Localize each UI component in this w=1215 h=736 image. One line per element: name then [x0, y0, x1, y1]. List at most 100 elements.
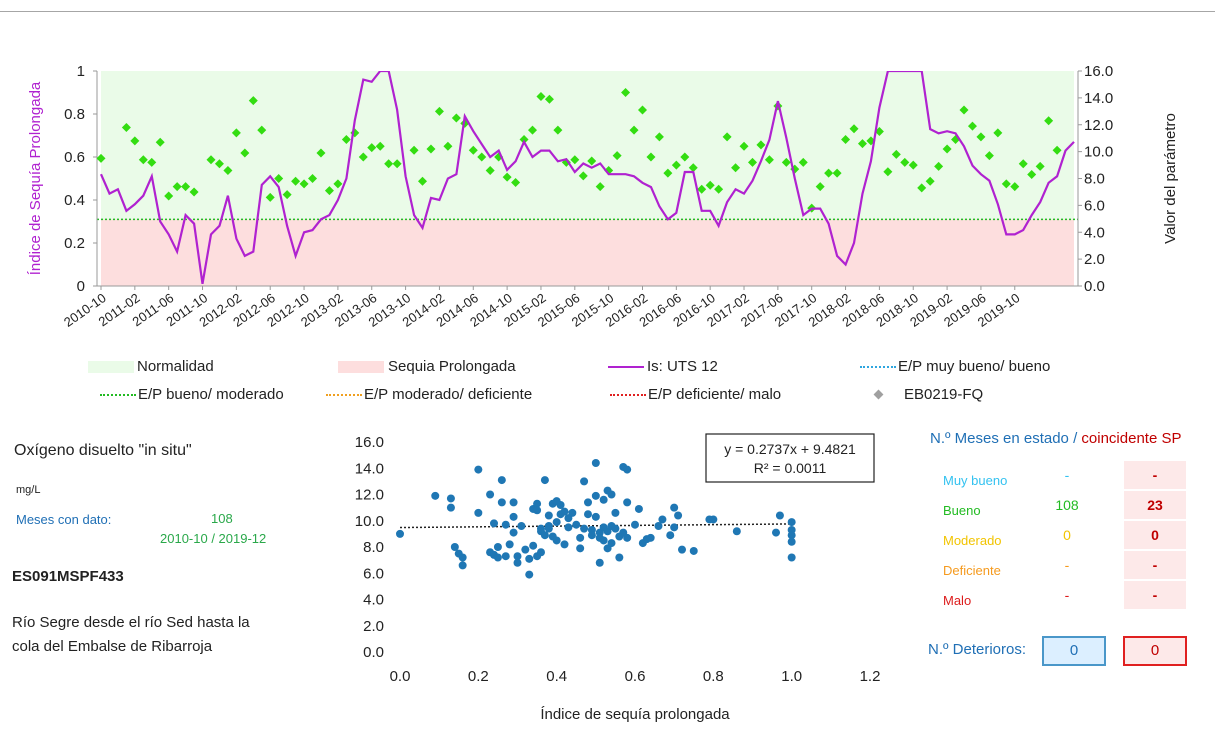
station-data-point	[976, 132, 986, 142]
station-data-point	[451, 113, 461, 123]
scatter-x-tick-label: 1.0	[781, 668, 802, 685]
months-value: 108	[211, 511, 233, 526]
scatter-y-tick-label: 10.0	[355, 513, 384, 530]
station-data-point	[587, 156, 597, 166]
scatter-point	[513, 558, 522, 567]
station-data-point	[934, 161, 944, 171]
scatter-point	[607, 490, 616, 499]
status-title-coincident: coincidente SP	[1081, 430, 1182, 447]
scatter-y-tick-label: 4.0	[363, 592, 384, 609]
y-right-tick-label: 2.0	[1084, 251, 1105, 268]
scatter-y-tick-label: 6.0	[363, 565, 384, 582]
station-data-point	[308, 174, 318, 183]
scatter-point	[568, 508, 577, 517]
station-data-point	[536, 92, 546, 102]
scatter-point	[458, 561, 467, 570]
legend-station-label: EB0219-FQ	[904, 386, 984, 403]
legend-deficiente-label: E/P deficiente/ malo	[648, 386, 782, 403]
status-row-label: Muy bueno	[943, 473, 1008, 488]
station-data-point	[993, 128, 1003, 138]
station-data-point	[841, 135, 851, 145]
station-data-point	[731, 163, 741, 173]
station-data-point	[223, 165, 233, 175]
scatter-point	[486, 490, 495, 499]
station-data-point	[502, 172, 512, 182]
scatter-point	[474, 465, 483, 474]
scatter-point	[474, 508, 483, 517]
station-data-point	[857, 139, 867, 149]
scatter-point	[623, 465, 632, 474]
scatter-point	[587, 531, 596, 540]
scatter-point	[544, 511, 553, 520]
y-right-tick-label: 12.0	[1084, 117, 1113, 134]
station-data-point	[147, 157, 157, 167]
deterioros-label: N.º Deterioros:	[928, 641, 1027, 658]
scatter-point	[599, 536, 608, 545]
scatter-point	[580, 524, 589, 533]
status-row-sp-count: -	[1124, 581, 1186, 609]
station-data-point	[612, 151, 622, 161]
water-body-code: ES091MSPF433	[12, 568, 124, 585]
station-data-point	[299, 179, 309, 189]
scatter-point	[533, 506, 542, 515]
station-data-point	[392, 159, 402, 169]
station-data-point	[164, 191, 174, 201]
scatter-point	[556, 501, 565, 509]
legend-normalidad-swatch	[88, 361, 134, 373]
scatter-point	[709, 515, 718, 524]
scatter-x-tick-label: 0.0	[390, 668, 411, 685]
station-data-point	[815, 182, 825, 192]
parameter-title: Oxígeno disuelto "in situ"	[14, 442, 192, 459]
station-data-point	[1044, 116, 1054, 126]
scatter-y-tick-label: 14.0	[355, 460, 384, 477]
status-row-label: Malo	[943, 593, 972, 608]
legend-moderado-label: E/P moderado/ deficiente	[364, 386, 533, 403]
station-data-point	[528, 125, 538, 135]
months-label: Meses con dato:	[16, 512, 112, 527]
station-data-point	[1018, 159, 1028, 169]
station-data-point	[282, 190, 292, 200]
scatter-point	[674, 511, 683, 520]
station-data-point	[434, 106, 444, 116]
date-range: 2010-10 / 2019-12	[160, 531, 267, 546]
status-row-sp-count: 0	[1124, 521, 1186, 549]
scatter-point	[595, 558, 604, 567]
scatter-point	[611, 524, 620, 533]
scatter-point	[689, 546, 698, 555]
scatter-point	[552, 536, 561, 545]
description-line-2: cola del Embalse de Ribarroja	[12, 638, 213, 655]
station-data-point	[967, 121, 977, 131]
station-data-point	[739, 141, 749, 151]
y-right-axis-title: Valor del parámetro	[1162, 113, 1179, 244]
station-data-point	[891, 149, 901, 159]
sequia-band	[101, 219, 1074, 286]
scatter-x-tick-label: 0.4	[546, 668, 567, 685]
scatter-y-tick-label: 0.0	[363, 644, 384, 661]
legend-bueno-line	[100, 394, 136, 396]
y-right-tick-label: 4.0	[1084, 224, 1105, 241]
status-row-count: 0	[1063, 527, 1071, 543]
scatter-point	[787, 537, 796, 546]
station-data-point	[485, 165, 495, 175]
y-right-tick-label: 0.0	[1084, 278, 1105, 295]
scatter-point	[560, 507, 569, 516]
scatter-point	[607, 539, 616, 548]
station-data-point	[646, 152, 656, 162]
legend-is-label: Is: UTS 12	[647, 358, 718, 375]
y-left-tick-label: 0.6	[64, 149, 85, 166]
description-line-1: Río Segre desde el río Sed hasta la	[12, 614, 250, 631]
scatter-point	[493, 553, 502, 562]
scatter-point	[631, 520, 639, 529]
station-data-point	[595, 182, 605, 192]
station-data-point	[468, 145, 478, 155]
scatter-point	[623, 498, 632, 507]
station-data-point	[832, 168, 842, 178]
scatter-point	[458, 553, 467, 562]
scatter-point	[584, 498, 592, 507]
trend-r-squared: R² = 0.0011	[754, 460, 827, 476]
station-data-point	[231, 128, 241, 138]
scatter-point	[615, 553, 624, 562]
scatter-point	[564, 523, 573, 532]
station-data-point	[544, 94, 554, 104]
scatter-point	[446, 494, 455, 503]
